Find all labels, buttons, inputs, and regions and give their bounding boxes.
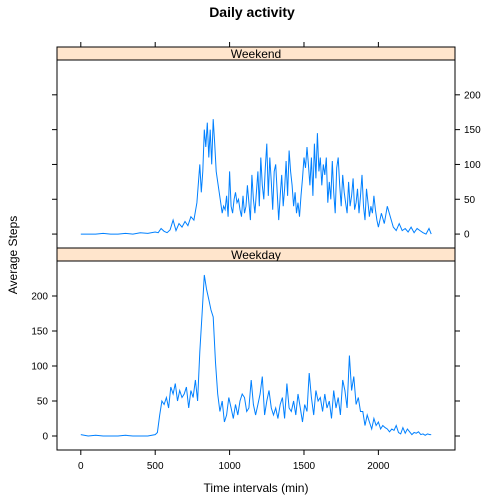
- weekend-y-tick-label: 150: [464, 125, 481, 136]
- chart-title: Daily activity: [209, 4, 295, 20]
- weekend-y-tick-label: 0: [464, 230, 470, 241]
- x-tick-label: 500: [147, 461, 164, 472]
- weekday-y-tick-label: 200: [31, 292, 48, 303]
- x-tick-label: 1500: [293, 461, 316, 472]
- weekday-series-line: [80, 274, 432, 437]
- weekend-plot-frame: [56, 59, 456, 249]
- weekend-panel: Weekend: [52, 42, 460, 249]
- weekend-y-tick-label: 100: [464, 160, 481, 171]
- weekend-y-tick-label: 50: [464, 195, 476, 206]
- weekday-y-tick-label: 0: [42, 432, 48, 443]
- y-tick-labels: 0 50 100 150 200 0 50 100 150 200: [31, 90, 481, 442]
- weekend-y-tick-label: 200: [464, 90, 481, 101]
- weekday-plot-frame: [56, 260, 456, 451]
- weekday-panel: Weekday: [52, 247, 460, 455]
- x-axis-label: Time intervals (min): [204, 481, 309, 495]
- weekday-y-tick-label: 50: [37, 397, 49, 408]
- x-tick-label: 2000: [367, 461, 390, 472]
- weekday-y-tick-label: 100: [31, 362, 48, 373]
- weekend-strip-label: Weekend: [231, 47, 281, 61]
- weekday-ticks: [52, 295, 460, 455]
- y-axis-label: Average Steps: [6, 216, 20, 295]
- weekday-y-tick-label: 150: [31, 327, 48, 338]
- weekend-series-line: [80, 119, 432, 235]
- x-tick-label: 1000: [218, 461, 241, 472]
- weekend-ticks: [52, 42, 460, 235]
- x-tick-labels: 0 500 1000 1500 2000: [78, 461, 390, 472]
- weekday-strip-label: Weekday: [231, 248, 281, 262]
- x-tick-label: 0: [78, 461, 84, 472]
